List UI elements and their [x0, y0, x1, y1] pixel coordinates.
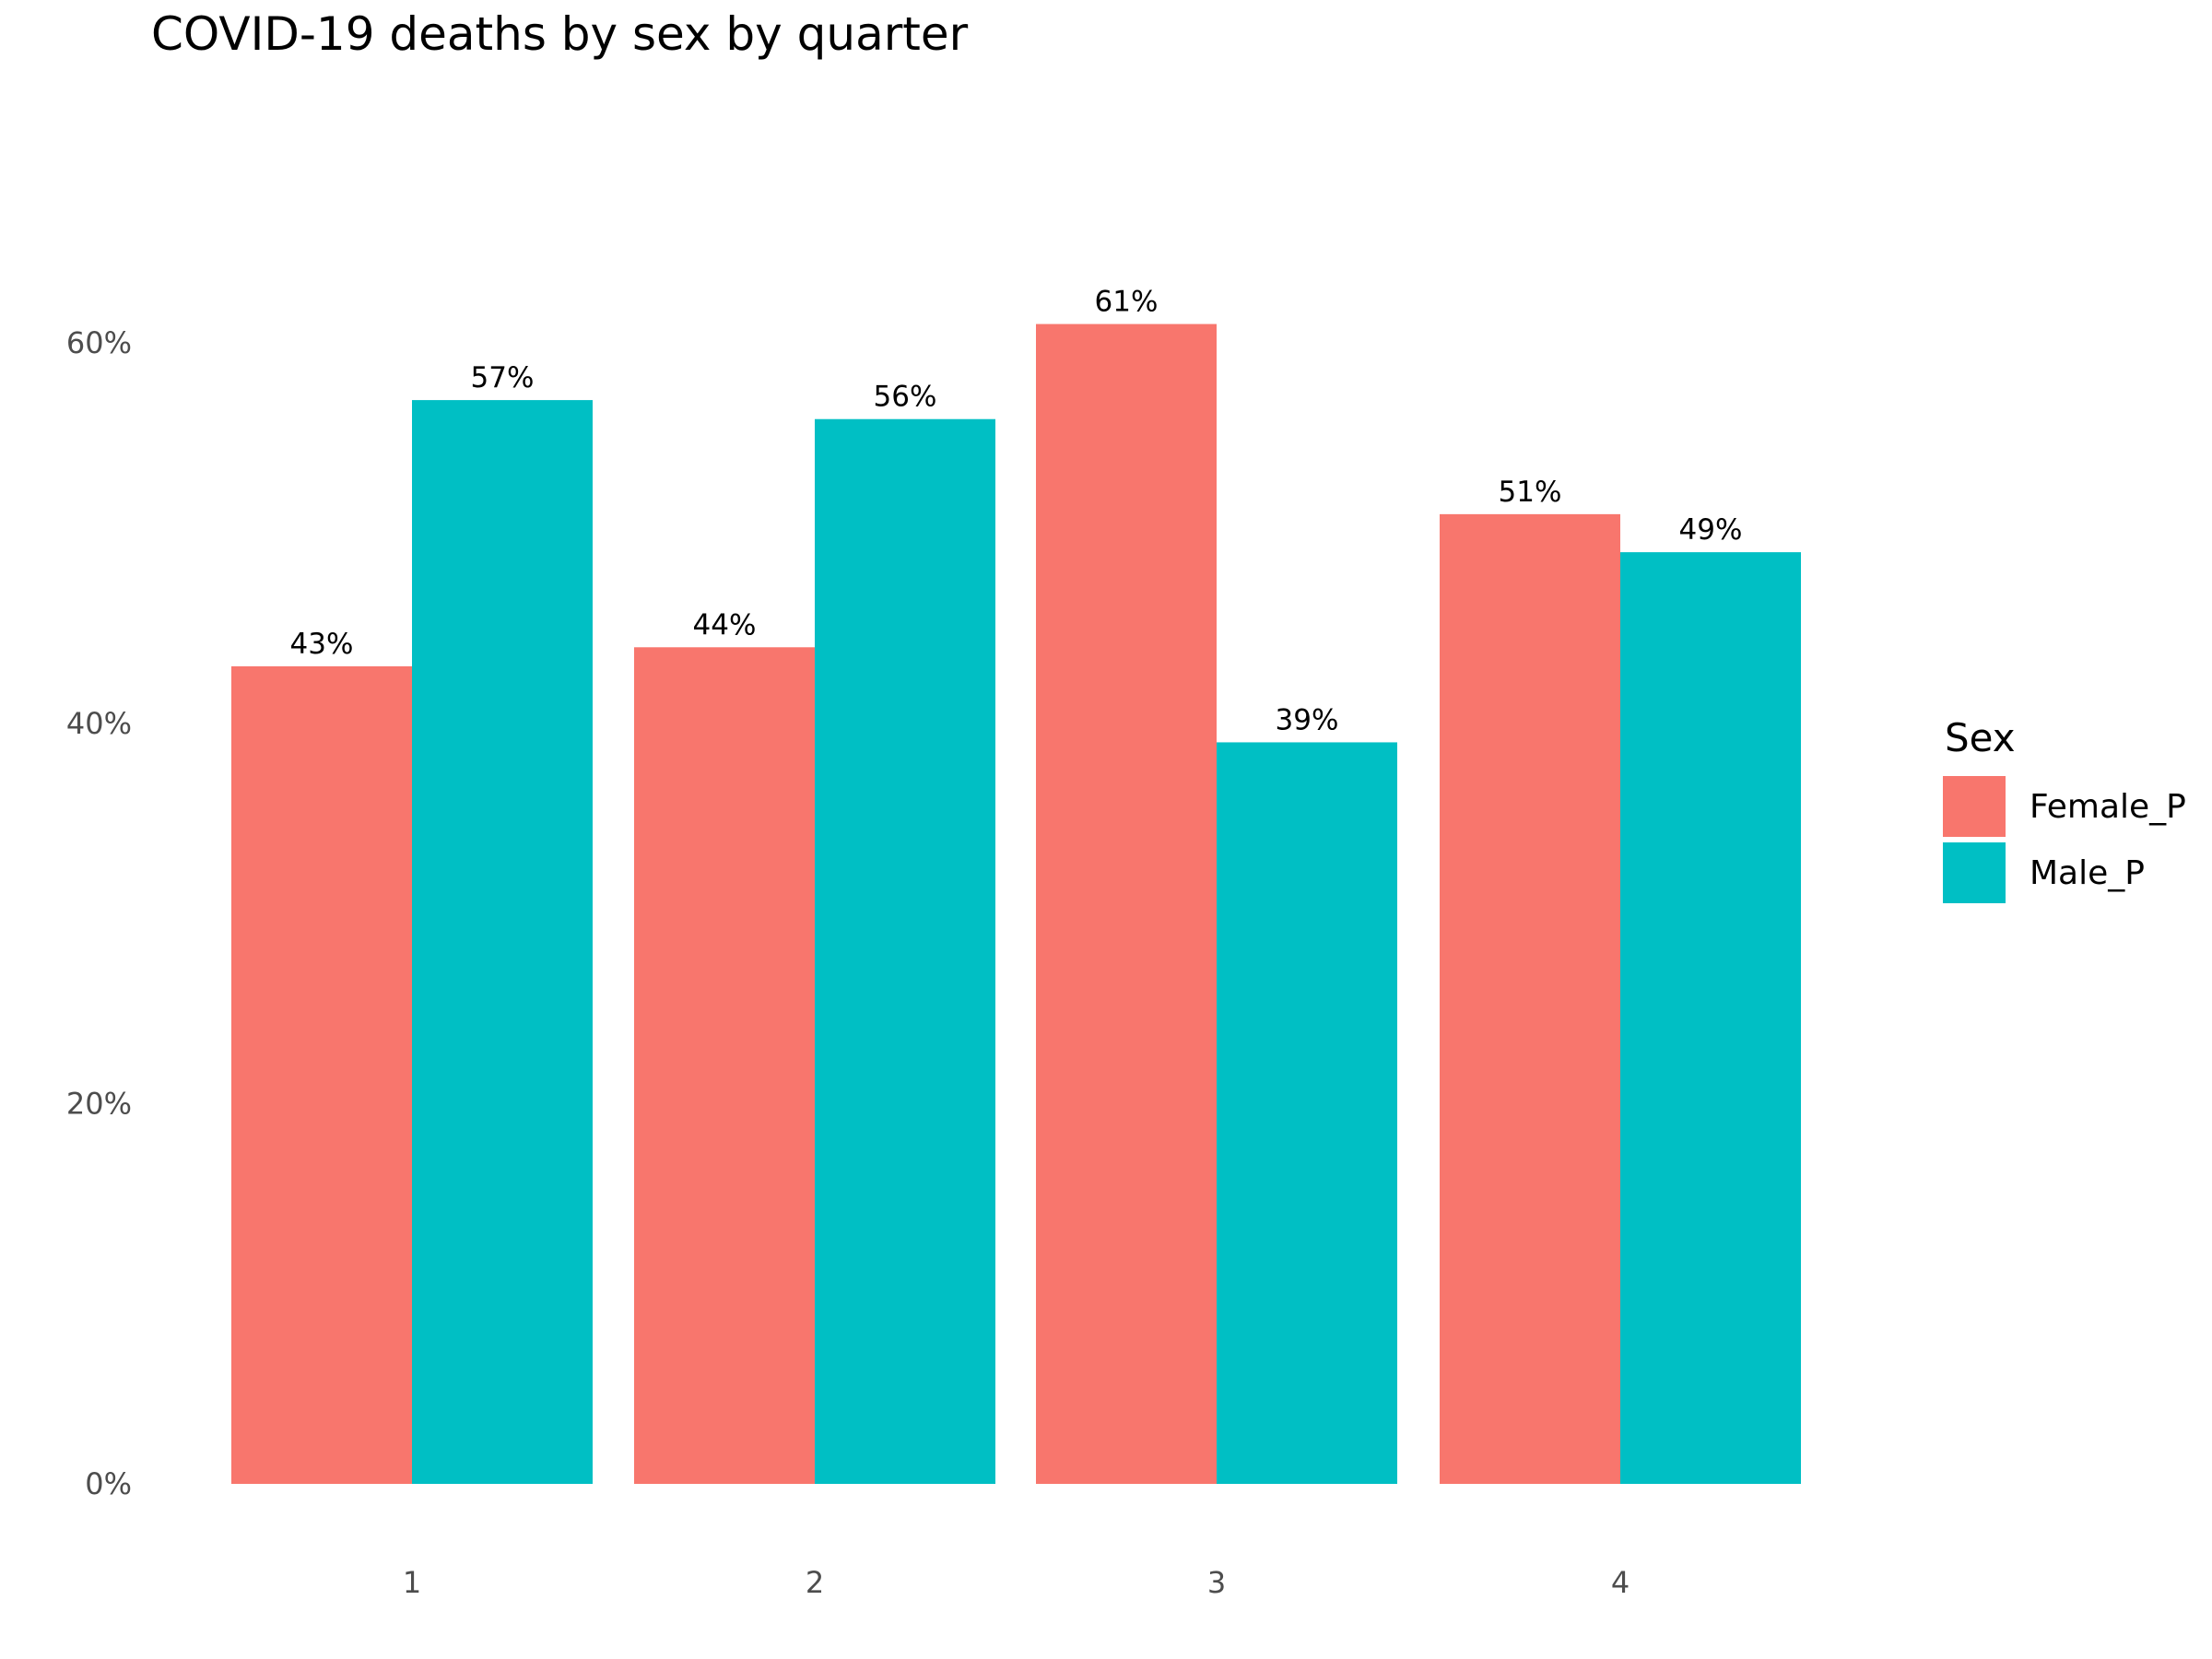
x-tick-label: 4: [1611, 1565, 1630, 1600]
x-tick-label: 2: [806, 1565, 824, 1600]
bar-value-label: 43%: [290, 628, 354, 661]
x-axis: 1 2 3 4: [403, 1565, 1630, 1600]
legend: Sex Female_P Male_P: [1943, 715, 2186, 906]
bar-value-label: 51%: [1499, 476, 1562, 509]
bar-female-p-q1: [231, 665, 412, 1484]
legend-key-female: [1943, 776, 2006, 837]
bar-male-p-q3: [1217, 742, 1397, 1484]
bar-male-p-q1: [412, 400, 593, 1485]
bar-male-p-q2: [815, 418, 995, 1485]
bar-value-label: 49%: [1679, 513, 1743, 547]
bar-female-p-q3: [1036, 324, 1217, 1484]
x-tick-label: 3: [1207, 1565, 1226, 1600]
bars: [231, 324, 1801, 1485]
y-tick-label: 20%: [66, 1086, 132, 1121]
bar-female-p-q4: [1440, 513, 1620, 1484]
legend-title: Sex: [1945, 715, 2016, 760]
y-tick-label: 0%: [85, 1466, 132, 1501]
x-tick-label: 1: [403, 1565, 421, 1600]
bar-value-label: 44%: [693, 608, 757, 641]
chart-title: COVID-19 deaths by sex by quarter: [151, 7, 969, 61]
bar-male-p-q4: [1620, 552, 1801, 1484]
bar-value-label: 56%: [874, 381, 937, 414]
y-axis: 0% 20% 40% 60%: [66, 325, 132, 1501]
bar-value-label: 57%: [471, 361, 535, 394]
legend-key-male: [1943, 842, 2006, 903]
legend-item-male: Male_P: [1943, 840, 2186, 906]
y-tick-label: 40%: [66, 706, 132, 741]
legend-label-female: Female_P: [2030, 787, 2186, 826]
bar-value-label: 39%: [1276, 703, 1339, 736]
legend-item-female: Female_P: [1943, 773, 2186, 840]
bar-labels: 43% 44% 61% 51% 57% 56% 39% 49%: [290, 286, 1743, 737]
y-tick-label: 60%: [66, 325, 132, 360]
bar-female-p-q2: [634, 647, 815, 1484]
legend-label-male: Male_P: [2030, 853, 2145, 892]
bar-value-label: 61%: [1095, 286, 1159, 319]
